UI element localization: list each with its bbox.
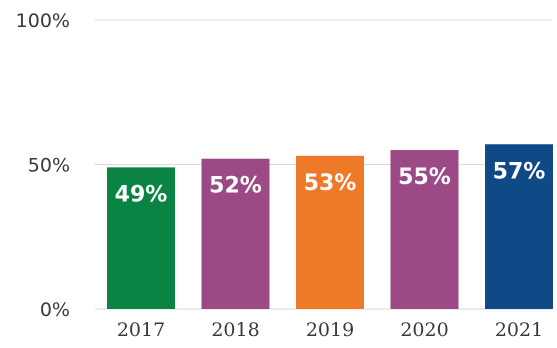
x-tick-label: 2021 <box>495 319 543 341</box>
x-tick-label: 2018 <box>211 319 259 341</box>
bar <box>107 167 175 309</box>
bar <box>296 155 364 309</box>
bar <box>201 158 270 309</box>
data-label: 52% <box>209 174 262 199</box>
y-tick-label: 0% <box>40 299 70 321</box>
bar <box>485 144 553 309</box>
data-labels: 49% 52% 53% 55% 57% <box>115 159 546 207</box>
bar <box>390 150 459 309</box>
y-tick-label: 100% <box>16 10 70 32</box>
data-label: 53% <box>304 171 357 196</box>
y-tick-label: 50% <box>28 155 70 177</box>
x-tick-label: 2017 <box>117 319 165 341</box>
y-axis-ticks: 0% 50% 100% <box>16 10 70 321</box>
data-label: 57% <box>493 159 546 184</box>
data-label: 49% <box>115 182 168 207</box>
x-axis-ticks: 2017 2018 2019 2020 2021 <box>117 319 543 341</box>
data-label: 55% <box>398 165 451 190</box>
bars <box>107 144 553 309</box>
x-tick-label: 2020 <box>400 319 448 341</box>
x-tick-label: 2019 <box>306 319 354 341</box>
